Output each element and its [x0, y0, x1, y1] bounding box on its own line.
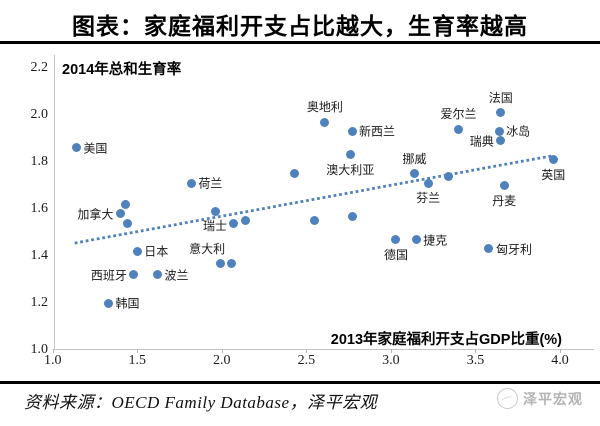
data-point [120, 199, 130, 209]
data-point [227, 258, 237, 268]
point-label: 美国 [83, 141, 108, 156]
data-point [320, 117, 330, 127]
watermark-text: 泽平宏观 [523, 390, 583, 407]
point-label: 匈牙利 [495, 242, 532, 257]
y-axis-title: 2014年总和生育率 [62, 62, 182, 78]
x-tick-mark [137, 349, 139, 353]
y-tick-label: 1.6 [30, 201, 49, 216]
data-point [391, 235, 401, 245]
watermark-logo-icon [497, 388, 518, 409]
point-label: 奥地利 [306, 100, 343, 115]
point-label: 挪威 [402, 151, 427, 166]
data-point [411, 235, 421, 245]
y-tick-label: 2.2 [30, 60, 49, 75]
data-point [347, 211, 357, 221]
y-tick-label: 1.0 [30, 342, 49, 357]
data-point [484, 244, 494, 254]
data-point [345, 150, 355, 160]
point-label: 丹麦 [492, 193, 517, 208]
data-point [496, 136, 506, 146]
x-tick-label: 2.5 [297, 353, 316, 368]
watermark: 泽平宏观 [497, 388, 583, 409]
x-tick-label: 3.5 [466, 353, 485, 368]
point-label: 意大利 [189, 242, 226, 257]
data-point [129, 270, 139, 280]
x-axis-line [54, 349, 594, 350]
x-tick-mark [52, 349, 54, 353]
data-point [132, 246, 142, 256]
data-point [499, 181, 509, 190]
point-label: 德国 [383, 247, 408, 262]
data-point [290, 169, 299, 179]
point-label: 芬兰 [416, 191, 441, 206]
point-label: 爱尔兰 [440, 107, 477, 122]
x-tick-label: 3.0 [382, 353, 400, 368]
point-label: 冰岛 [506, 124, 531, 139]
y-tick-label: 1.4 [30, 248, 49, 263]
top-divider-rule [0, 41, 600, 44]
data-point [215, 258, 225, 268]
y-tick-label: 1.2 [30, 295, 49, 310]
data-point [186, 178, 196, 188]
point-label: 西班牙 [90, 268, 127, 283]
data-point [410, 169, 420, 179]
y-tick-label: 1.8 [30, 154, 49, 169]
data-point [496, 108, 506, 118]
data-point [122, 218, 132, 228]
point-label: 法国 [488, 90, 513, 105]
data-point [71, 143, 81, 153]
data-point [153, 270, 163, 280]
x-tick-mark [475, 349, 477, 353]
point-label: 澳大利亚 [326, 162, 375, 177]
x-tick-mark [390, 349, 392, 353]
point-label: 新西兰 [359, 124, 396, 139]
point-label: 瑞士 [203, 219, 228, 234]
x-axis-title: 2013年家庭福利开支占GDP比重(%) [330, 332, 562, 348]
data-point [310, 216, 320, 226]
data-point [494, 126, 504, 136]
x-tick-label: 2.0 [213, 353, 231, 368]
data-point [454, 124, 464, 134]
x-tick-mark [560, 349, 561, 353]
x-tick-label: 1.0 [43, 353, 62, 368]
data-point [240, 216, 250, 226]
data-point [229, 218, 239, 228]
source-text: 资料来源：OECD Family Database，泽平宏观 [24, 393, 378, 412]
point-label: 荷兰 [198, 176, 223, 191]
data-point [104, 298, 113, 308]
data-point [115, 209, 125, 219]
chart-title: 图表：家庭福利开支占比越大，生育率越高 [72, 14, 528, 39]
data-point [210, 206, 220, 216]
data-point [548, 155, 558, 165]
y-tick-label: 2.0 [30, 107, 49, 122]
point-label: 捷克 [423, 233, 448, 248]
x-tick-mark [306, 349, 308, 353]
x-tick-label: 1.5 [128, 353, 147, 368]
y-axis-line [54, 55, 55, 349]
point-label: 韩国 [115, 296, 140, 311]
point-label: 瑞典 [469, 134, 494, 149]
data-point [423, 178, 433, 188]
bottom-divider-rule [0, 381, 600, 384]
data-point [347, 126, 357, 136]
x-tick-label: 4.0 [551, 353, 569, 368]
point-label: 日本 [144, 244, 169, 259]
point-label: 波兰 [164, 268, 189, 283]
point-label: 英国 [541, 167, 566, 182]
x-tick-mark [221, 349, 223, 353]
trendline [74, 154, 552, 245]
point-label: 加拿大 [77, 207, 114, 222]
data-point [443, 171, 453, 181]
